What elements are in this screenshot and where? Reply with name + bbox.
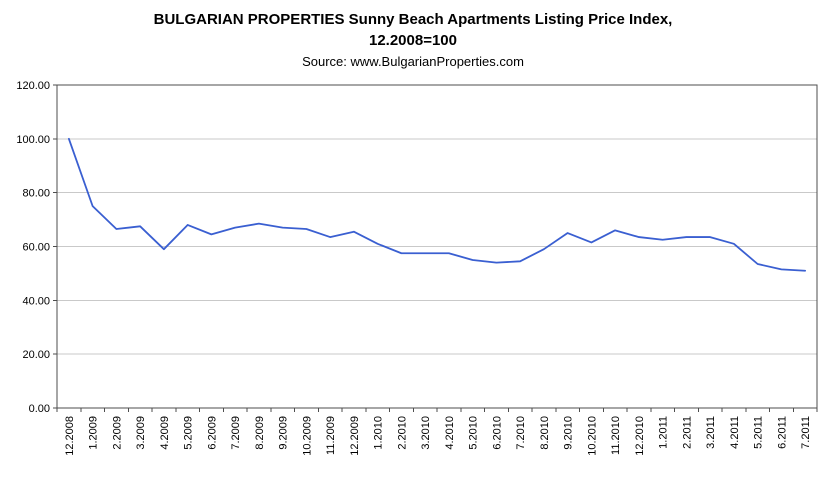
x-axis-label: 12.2010 <box>634 416 646 456</box>
x-axis-label: 5.2011 <box>753 416 765 449</box>
chart-title-line2: 12.2008=100 <box>368 32 457 49</box>
x-axis-label: 10.2009 <box>301 416 313 456</box>
x-axis-label: 8.2009 <box>254 416 266 450</box>
x-axis-label: 1.2011 <box>658 416 670 449</box>
y-axis-label: 100.00 <box>16 134 50 146</box>
x-axis-label: 3.2010 <box>420 416 432 450</box>
x-axis-label: 1.2010 <box>373 416 385 450</box>
x-axis-label: 9.2010 <box>563 416 575 450</box>
x-axis-label: 2.2009 <box>111 416 123 450</box>
x-axis-label: 7.2010 <box>515 416 527 450</box>
x-axis-label: 3.2009 <box>135 416 147 450</box>
y-axis-label: 120.00 <box>16 80 50 92</box>
x-axis-label: 7.2011 <box>800 416 812 449</box>
x-axis-label: 11.2009 <box>325 416 337 455</box>
x-axis-label: 12.2008 <box>64 416 76 456</box>
chart-title-line1: BULGARIAN PROPERTIES Sunny Beach Apartme… <box>153 11 673 28</box>
x-axis-label: 6.2010 <box>491 416 503 450</box>
x-axis-label: 2.2011 <box>681 416 693 449</box>
x-axis-label: 12.2009 <box>349 416 361 456</box>
price-index-chart: 0.00 20.00 40.00 60.00 80.00 100.00 120.00 12.2… <box>16 80 818 456</box>
x-axis-label: 4.2010 <box>444 416 456 450</box>
x-axis-label: 4.2009 <box>159 416 171 450</box>
x-axis-label: 4.2011 <box>729 416 741 449</box>
x-axis-label: 2.2010 <box>396 416 408 450</box>
x-axis-label: 6.2011 <box>776 416 788 449</box>
y-axis-label: 0.00 <box>29 403 50 415</box>
x-axis-label: 11.2010 <box>610 416 622 455</box>
price-index-line <box>67 137 807 272</box>
chart-title: BULGARIAN PROPERTIES Sunny Beach Apartme… <box>0 0 826 51</box>
x-axis-label: 5.2009 <box>183 416 195 450</box>
y-axis-label: 20.00 <box>22 349 50 361</box>
x-axis-label: 3.2011 <box>705 416 717 449</box>
x-axis-label: 7.2009 <box>230 416 242 450</box>
y-axis-label: 40.00 <box>22 295 50 307</box>
y-axis-label: 60.00 <box>22 242 50 254</box>
y-axis-label: 80.00 <box>22 188 50 200</box>
x-axis-label: 6.2009 <box>206 416 218 450</box>
x-axis-label: 10.2010 <box>586 416 598 456</box>
x-axis-label: 5.2010 <box>468 416 480 450</box>
chart-source: Source: www.BulgarianProperties.com <box>302 54 524 69</box>
x-axis-label: 8.2010 <box>539 416 551 450</box>
x-axis-label: 1.2009 <box>88 416 100 450</box>
x-axis-label: 9.2009 <box>278 416 290 450</box>
